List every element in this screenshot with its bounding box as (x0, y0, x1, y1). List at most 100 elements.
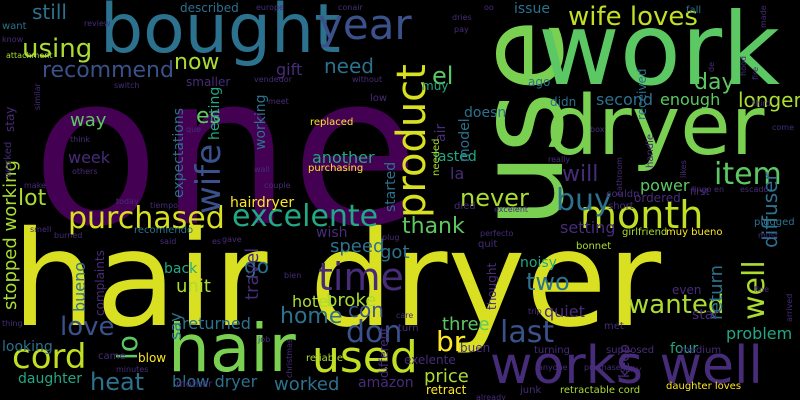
cloud-word: exelente (404, 353, 456, 367)
cloud-word: needed (431, 138, 442, 177)
cloud-word: star (692, 307, 720, 323)
cloud-word: amazon (358, 375, 414, 391)
cloud-word: arrived (785, 293, 794, 322)
cloud-word: excelent (494, 205, 529, 214)
cloud-word: el (432, 62, 454, 90)
cloud-word: day (694, 70, 735, 95)
cloud-word: christmas (285, 338, 294, 378)
cloud-word: burned (54, 231, 83, 240)
cloud-word: switch (114, 81, 140, 90)
cloud-word: works well (490, 336, 763, 396)
cloud-word: speed (330, 236, 385, 257)
cloud-word: tiempo (150, 201, 179, 210)
cloud-word: wife loves (568, 2, 698, 32)
cloud-word: short (608, 201, 634, 212)
cloud-word: come (772, 123, 795, 132)
cloud-word: likes (679, 160, 688, 178)
cloud-word: wanted (628, 290, 725, 320)
cloud-word: es (212, 237, 222, 246)
cloud-word: anyone (538, 363, 568, 372)
cloud-word: junk (520, 385, 542, 396)
cloud-word: enough (660, 90, 721, 109)
cloud-word: heating (207, 86, 223, 140)
cloud-word: met (604, 321, 624, 332)
cloud-word: make (24, 181, 46, 190)
cloud-word: need (324, 54, 374, 78)
cloud-word: now (174, 50, 220, 75)
cloud-word: vendedor (254, 75, 292, 84)
cloud-word: really (548, 155, 571, 164)
cloud-word: conair (338, 3, 363, 12)
cloud-word: third (752, 99, 771, 108)
cloud-word: unit (176, 276, 211, 297)
cloud-word: issue (514, 1, 550, 17)
cloud-word: supposed (606, 345, 655, 356)
cloud-word: low (370, 93, 388, 104)
cloud-word: home (280, 304, 343, 329)
cloud-word: bathroom (615, 157, 624, 196)
cloud-word: smaller (186, 75, 231, 89)
cloud-word: couldn (606, 189, 640, 200)
cloud-word: complaints (93, 250, 107, 316)
cloud-word: perfecto (480, 229, 514, 238)
cloud-word: will (562, 162, 599, 187)
cloud-word: don (346, 315, 403, 350)
cloud-word: second (596, 90, 654, 109)
cloud-word: thing (2, 319, 23, 328)
cloud-word: buy (556, 183, 612, 218)
cloud-word: smell (30, 225, 52, 234)
cloud-word: care (396, 311, 414, 320)
cloud-word: wish (316, 225, 348, 241)
cloud-word: hair (168, 310, 296, 387)
cloud-word: gift (276, 60, 303, 79)
cloud-word: first (690, 187, 710, 198)
cloud-word: girlfriend (622, 227, 668, 238)
cloud-word: buen (460, 341, 491, 355)
cloud-word: know (2, 35, 24, 44)
cloud-word: year (318, 0, 412, 49)
cloud-word: go (244, 254, 269, 278)
cloud-word: cord (12, 337, 87, 377)
cloud-word: turn (398, 323, 419, 334)
cloud-word: retract (426, 383, 467, 397)
cloud-word: noisy (520, 255, 557, 271)
cloud-word: recommend (42, 58, 174, 83)
cloud-word: es (196, 104, 221, 129)
cloud-word: already (476, 393, 506, 400)
cloud-word: replaced (310, 117, 354, 128)
cloud-word: two (526, 268, 570, 296)
cloud-word: never (460, 184, 529, 212)
cloud-word: daughter (18, 371, 82, 387)
cloud-word: item (714, 157, 782, 192)
cloud-word: worked (274, 374, 340, 395)
cloud-word: died (454, 201, 476, 212)
cloud-word: today (116, 197, 139, 206)
cloud-word: without (352, 75, 383, 84)
cloud-word: one (32, 31, 420, 273)
cloud-word: started (383, 161, 399, 212)
cloud-word: another (312, 148, 375, 167)
cloud-word: fire (751, 66, 760, 80)
cloud-word: hairdryer (230, 195, 295, 211)
cloud-word: lot (18, 186, 47, 211)
cloud-word: job (258, 335, 271, 344)
cloud-word: quit (478, 239, 498, 250)
cloud-word: month (580, 193, 704, 237)
cloud-word: three (442, 314, 490, 335)
cloud-word: stopped working (0, 160, 21, 310)
cloud-word: stay (3, 106, 17, 132)
cloud-word: bueno (70, 261, 89, 312)
cloud-word: time (318, 255, 404, 299)
cloud-word: thought (485, 262, 499, 310)
cloud-word: minutes (116, 365, 149, 374)
cloud-word: say (166, 312, 185, 340)
cloud-word: used (312, 332, 418, 383)
cloud-word: br (436, 325, 466, 358)
cloud-word: muy bueno (666, 227, 723, 238)
cloud-word: pay (454, 25, 469, 34)
cloud-word: plugged (754, 217, 795, 228)
cloud-word: purchased (68, 201, 225, 236)
cloud-word: purchasing (308, 163, 364, 174)
cloud-word: handle (645, 133, 656, 168)
